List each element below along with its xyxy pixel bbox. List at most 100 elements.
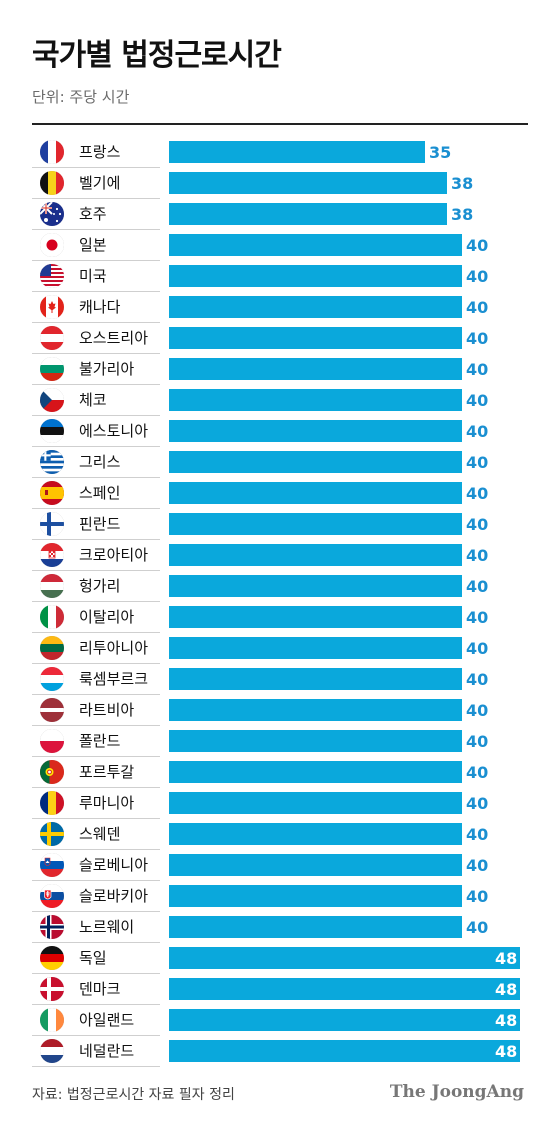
country-label: 호주 [79,205,107,223]
bar-row: 오스트리아 40 [32,323,532,354]
country-label: 크로아티아 [79,546,149,564]
country-label: 그리스 [79,453,121,471]
sweden-flag-icon [40,822,64,846]
country-label: 체코 [79,391,107,409]
usa-flag-icon [40,264,64,288]
bulgaria-flag-icon [40,357,64,381]
bar-row: 이탈리아 40 [32,602,532,633]
country-label: 아일랜드 [79,1011,135,1029]
croatia-flag-icon [40,543,64,567]
bar-row: 스페인 40 [32,478,532,509]
country-label: 루마니아 [79,794,135,812]
luxembourg-flag-icon [40,667,64,691]
bar-row: 덴마크 48 [32,974,532,1005]
bar [169,823,462,845]
bar [169,978,520,1000]
bar [169,482,462,504]
bar [169,947,520,969]
country-label: 스웨덴 [79,825,121,843]
value-label: 40 [466,329,489,348]
value-label: 40 [466,453,489,472]
country-label: 폴란드 [79,732,121,750]
bar [169,637,462,659]
bar [169,1009,520,1031]
italy-flag-icon [40,605,64,629]
country-label: 포르투갈 [79,763,135,781]
japan-flag-icon [40,233,64,257]
bar [169,513,462,535]
finland-flag-icon [40,512,64,536]
value-label: 40 [466,267,489,286]
bar-row: 슬로바키아 40 [32,881,532,912]
bar-row: 그리스 40 [32,447,532,478]
canada-flag-icon [40,295,64,319]
bar [169,327,462,349]
bar-row: 폴란드 40 [32,726,532,757]
bar-row: 네덜란드 48 [32,1036,532,1067]
value-label: 38 [451,205,474,224]
chart-title: 국가별 법정근로시간 [32,38,282,73]
source-note: 자료: 법정근로시간 자료 필자 정리 [32,1087,235,1103]
norway-flag-icon [40,915,64,939]
bar-row: 핀란드 40 [32,509,532,540]
bar [169,885,462,907]
poland-flag-icon [40,729,64,753]
bar [169,451,462,473]
slovenia-flag-icon [40,853,64,877]
bar [169,916,462,938]
chart-subtitle: 단위: 주당 시간 [32,88,130,106]
publisher-logo: The JoongAng [389,1082,524,1102]
slovakia-flag-icon [40,884,64,908]
bar [169,172,447,194]
latvia-flag-icon [40,698,64,722]
value-label: 40 [466,391,489,410]
ireland-flag-icon [40,1008,64,1032]
bar-row: 미국 40 [32,261,532,292]
bar [169,203,447,225]
bar [169,389,462,411]
bar-row: 크로아티아 40 [32,540,532,571]
bar [169,358,462,380]
country-label: 슬로바키아 [79,887,149,905]
bar [169,606,462,628]
country-label: 네덜란드 [79,1042,135,1060]
bar [169,296,462,318]
bar [169,265,462,287]
value-label: 40 [466,701,489,720]
value-label: 40 [466,887,489,906]
romania-flag-icon [40,791,64,815]
country-label: 리투아니아 [79,639,149,657]
bar-row: 라트비아 40 [32,695,532,726]
bar-row: 노르웨이 40 [32,912,532,943]
bar-row: 포르투갈 40 [32,757,532,788]
bar-row: 벨기에 38 [32,168,532,199]
value-label: 40 [466,484,489,503]
value-label: 48 [495,1011,518,1030]
bar [169,575,462,597]
value-label: 48 [495,1042,518,1061]
value-label: 40 [466,298,489,317]
germany-flag-icon [40,946,64,970]
bar-row: 체코 40 [32,385,532,416]
country-label: 미국 [79,267,107,285]
country-label: 에스토니아 [79,422,149,440]
value-label: 35 [429,143,452,162]
bar-row: 불가리아 40 [32,354,532,385]
country-label: 스페인 [79,484,121,502]
value-label: 40 [466,918,489,937]
bar [169,854,462,876]
bar-row: 호주 38 [32,199,532,230]
value-label: 40 [466,360,489,379]
value-label: 40 [466,577,489,596]
bar [169,234,462,256]
value-label: 40 [466,670,489,689]
value-label: 40 [466,236,489,255]
country-label: 독일 [79,949,107,967]
czech-flag-icon [40,388,64,412]
austria-flag-icon [40,326,64,350]
value-label: 38 [451,174,474,193]
value-label: 48 [495,980,518,999]
country-label: 덴마크 [79,980,121,998]
bar-row: 리투아니아 40 [32,633,532,664]
country-label: 라트비아 [79,701,135,719]
